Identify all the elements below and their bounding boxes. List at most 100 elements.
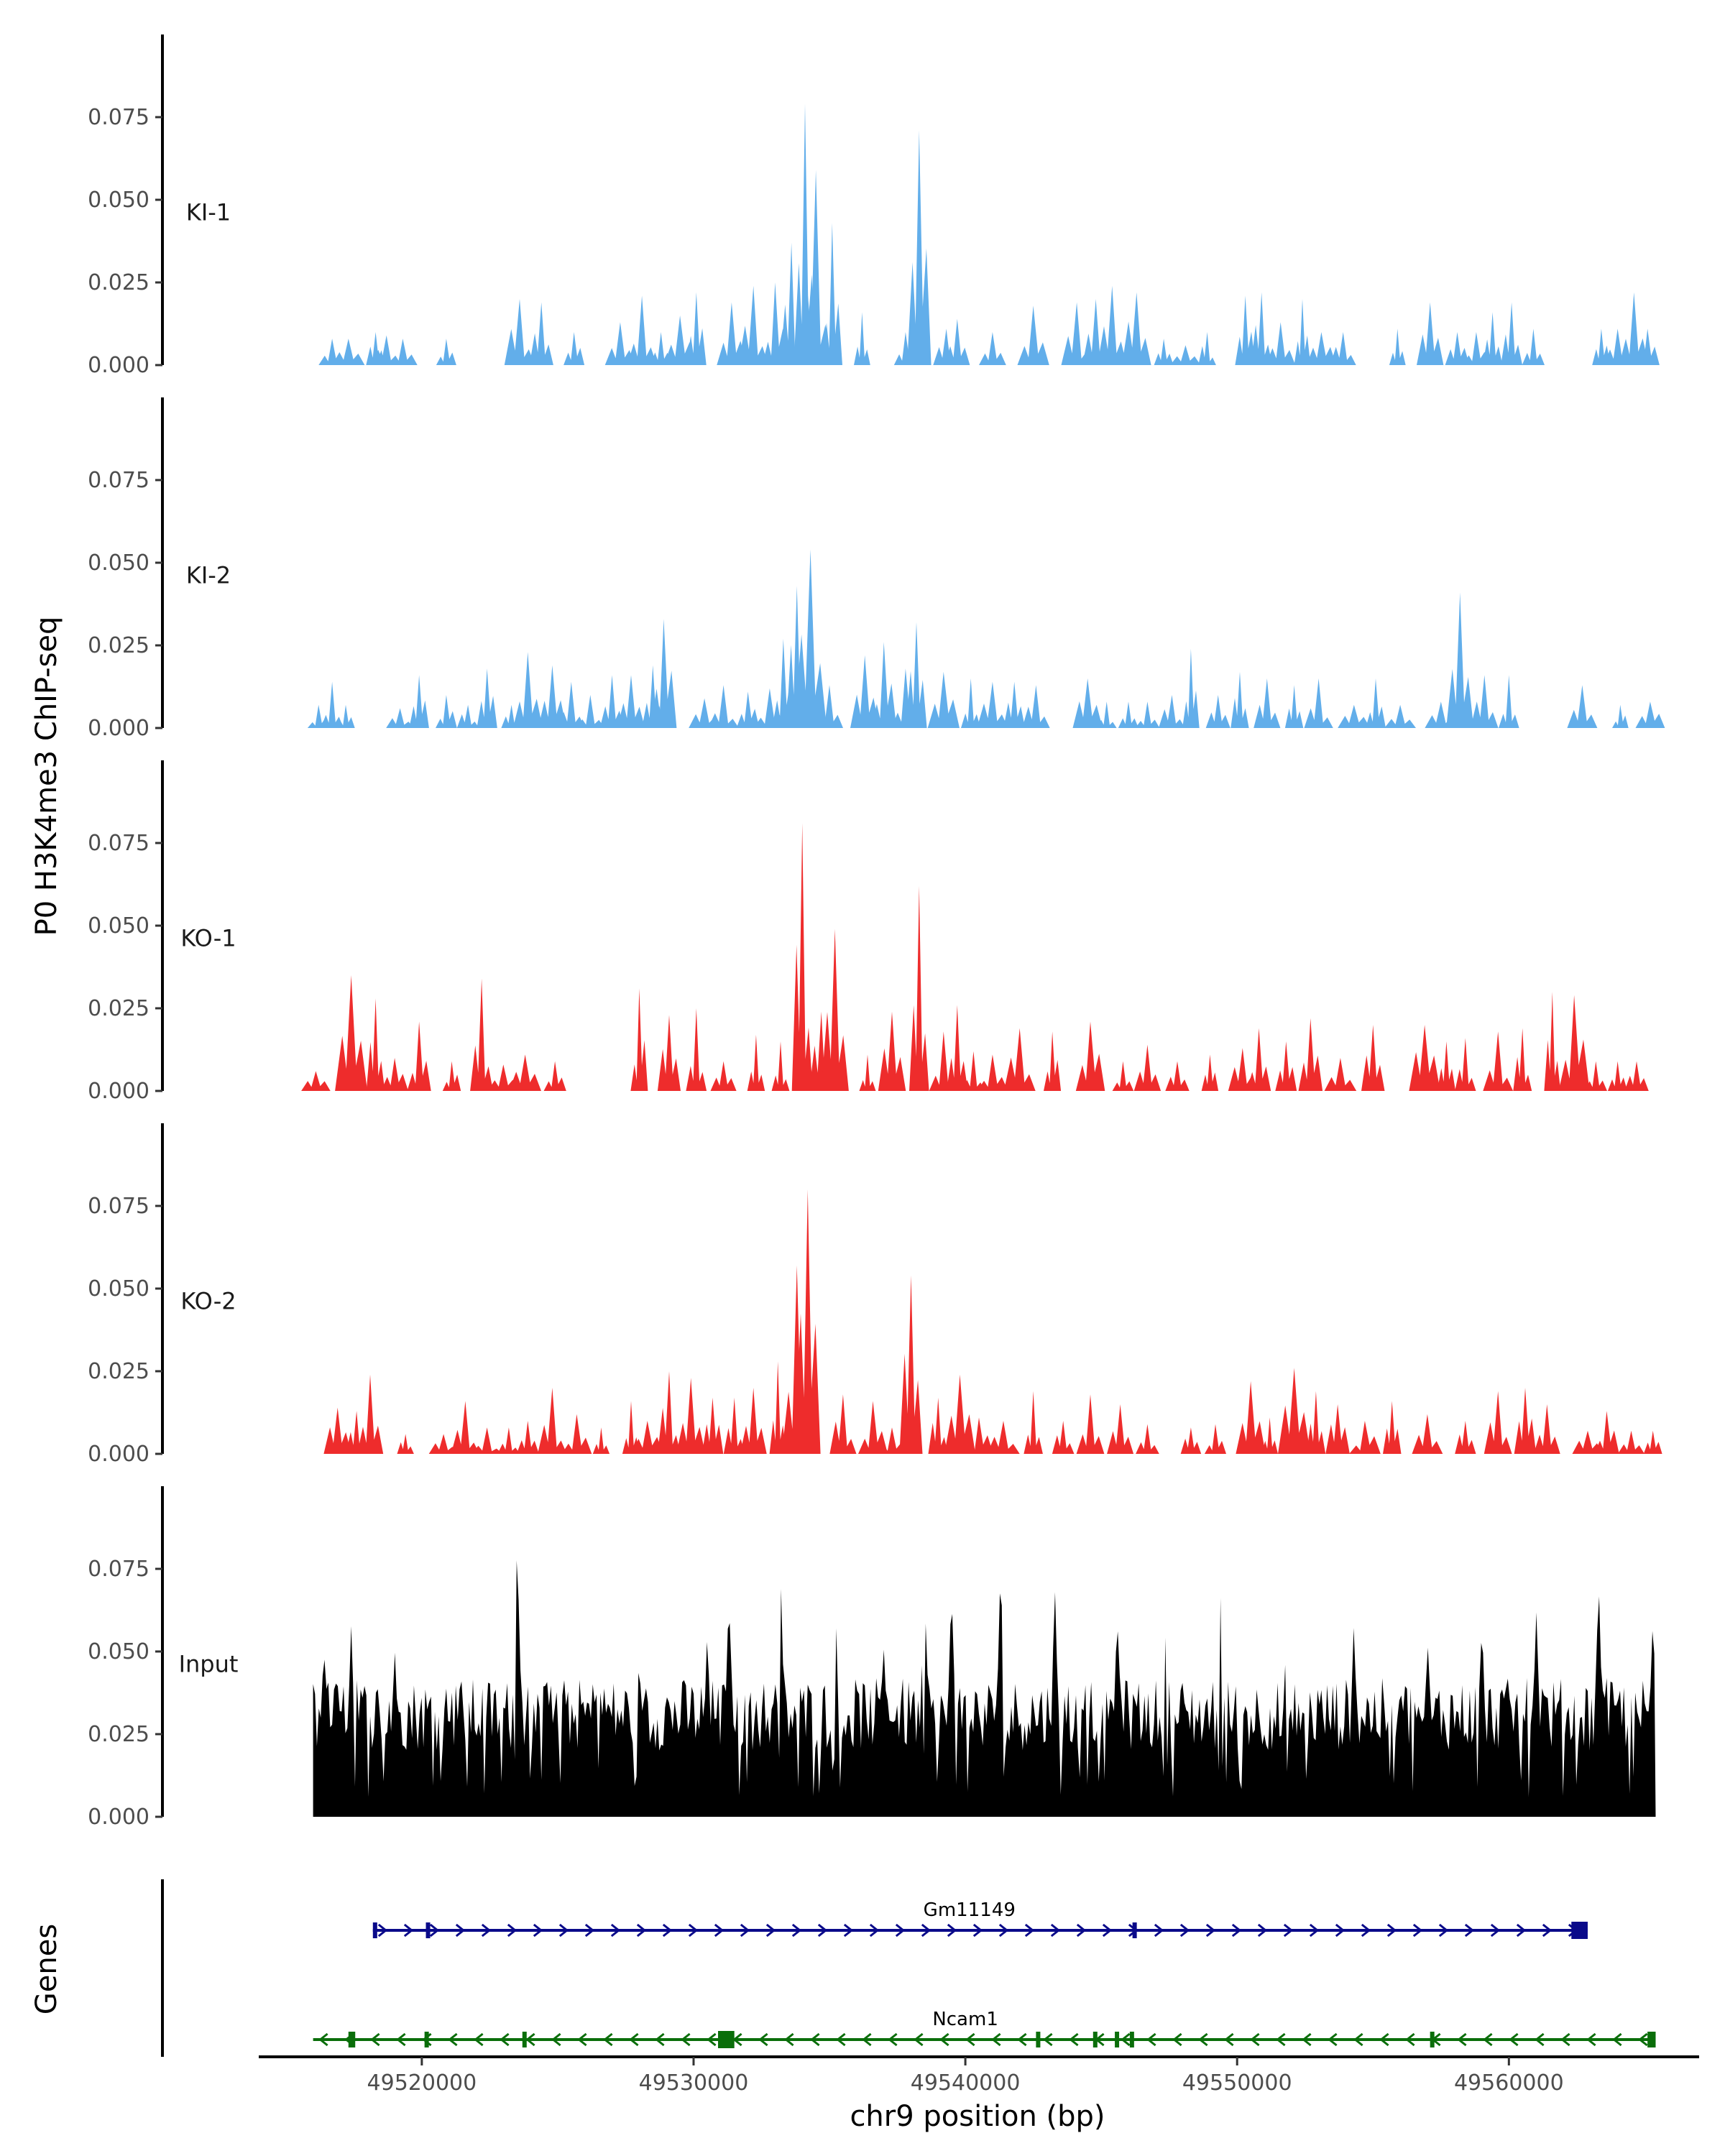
- peak: [1266, 322, 1296, 365]
- peak: [961, 678, 981, 728]
- peak: [821, 929, 849, 1091]
- peak: [1165, 1061, 1190, 1091]
- peak: [1180, 1427, 1202, 1454]
- strand-chevron: [1490, 1923, 1501, 1938]
- peak: [1361, 1025, 1385, 1091]
- peak: [336, 704, 355, 728]
- peak: [366, 998, 385, 1091]
- peak: [1135, 701, 1160, 728]
- peak: [1483, 1031, 1514, 1091]
- peak: [1437, 1041, 1456, 1091]
- peak: [1471, 675, 1499, 728]
- y-tick-label: 0.050: [88, 550, 150, 576]
- peak: [442, 1061, 461, 1091]
- peak: [1205, 695, 1230, 728]
- peak: [809, 1011, 834, 1091]
- peak: [1499, 675, 1519, 728]
- gene-label: Ncam1: [932, 2009, 998, 2030]
- peak: [407, 1021, 431, 1091]
- strand-chevron: [1335, 1923, 1346, 1938]
- peak: [710, 1061, 737, 1091]
- peak: [686, 1008, 707, 1091]
- gene-ncam1: Ncam1: [313, 2009, 1656, 2048]
- genes-axis-title: Genes: [30, 1924, 63, 2014]
- y-tick-label: 0.000: [88, 716, 150, 741]
- strand-chevron: [1302, 2032, 1312, 2047]
- peak: [321, 681, 344, 728]
- peak: [599, 675, 625, 728]
- peak: [850, 655, 880, 728]
- peak: [1617, 1430, 1644, 1454]
- strand-chevron: [610, 1923, 621, 1938]
- strand-chevron: [791, 1923, 802, 1938]
- peak: [878, 1011, 906, 1091]
- exon: [348, 2032, 356, 2047]
- peak: [1533, 1404, 1560, 1454]
- x-tick-label: 49540000: [911, 2070, 1021, 2096]
- strand-chevron: [1024, 1923, 1035, 1938]
- exon: [1092, 2032, 1098, 2047]
- peak: [1072, 678, 1103, 728]
- peak: [1635, 328, 1660, 365]
- strand-chevron: [914, 2032, 924, 2047]
- peak: [1236, 1381, 1266, 1454]
- y-tick-label: 0.025: [88, 1359, 150, 1384]
- strand-chevron: [1309, 1923, 1320, 1938]
- peak: [1544, 992, 1561, 1091]
- peak: [630, 988, 648, 1091]
- peak: [977, 681, 1008, 728]
- peak: [906, 622, 927, 728]
- strand-chevron: [370, 2032, 380, 2047]
- strand-chevron: [1283, 1923, 1294, 1938]
- peak: [1624, 1061, 1649, 1091]
- strand-chevron: [1146, 2032, 1156, 2047]
- strand-chevron: [784, 2032, 794, 2047]
- peak: [1349, 1421, 1381, 1454]
- strand-chevron: [895, 1923, 906, 1938]
- peak: [858, 1401, 888, 1454]
- peak: [909, 885, 929, 1091]
- track-ko-2: 0.000 0.025 0.050 0.075 KO-2: [88, 1123, 1662, 1467]
- peak: [929, 1031, 958, 1091]
- strand-chevron: [888, 2032, 898, 2047]
- strand-chevron: [1586, 2032, 1596, 2047]
- track-input: 0.000 0.025 0.050 0.075 Input: [88, 1486, 1656, 1830]
- peak: [1003, 681, 1026, 728]
- exon: [1571, 1922, 1588, 1939]
- y-tick-label: 0.025: [88, 270, 150, 295]
- peak: [557, 681, 585, 728]
- x-tick-label: 49560000: [1454, 2070, 1564, 2096]
- peak: [723, 1397, 745, 1454]
- peak: [512, 652, 543, 728]
- strand-chevron: [377, 1923, 388, 1938]
- peak: [1198, 332, 1216, 365]
- peak: [762, 282, 788, 365]
- peak: [386, 708, 414, 728]
- strand-chevron: [758, 2032, 768, 2047]
- peak: [899, 1275, 923, 1454]
- peak: [1246, 1028, 1271, 1091]
- exon: [718, 2031, 735, 2048]
- peak: [397, 1434, 414, 1454]
- strand-chevron: [584, 1923, 595, 1938]
- peak: [1107, 1404, 1134, 1454]
- peak: [1230, 671, 1249, 728]
- peak: [1389, 328, 1406, 365]
- x-axis: 49520000 49530000 49540000 49550000 49560000: [259, 2055, 1699, 2096]
- peak: [1635, 701, 1665, 728]
- peak: [487, 1064, 520, 1091]
- strand-chevron: [1638, 2032, 1648, 2047]
- peak: [388, 338, 418, 365]
- peak: [1567, 685, 1598, 728]
- strand-chevron: [939, 2032, 949, 2047]
- y-tick-label: 0.050: [88, 188, 150, 213]
- peak: [471, 1427, 503, 1454]
- peak: [794, 549, 827, 728]
- peak: [987, 1421, 1020, 1454]
- peak: [1455, 1421, 1476, 1454]
- x-axis-title: chr9 position (bp): [850, 2100, 1105, 2133]
- peak: [604, 322, 636, 365]
- peak: [1594, 1411, 1619, 1454]
- strand-chevron: [455, 1923, 466, 1938]
- track-label: KO-1: [180, 924, 236, 952]
